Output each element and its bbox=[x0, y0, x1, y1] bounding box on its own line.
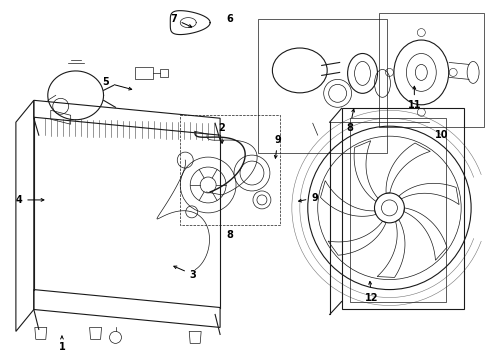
Text: 10: 10 bbox=[435, 130, 448, 140]
Text: 5: 5 bbox=[102, 77, 132, 90]
Bar bbox=[135, 67, 153, 80]
Text: 9: 9 bbox=[274, 135, 281, 158]
Text: 6: 6 bbox=[226, 14, 233, 24]
Bar bbox=[342, 108, 464, 310]
Text: 1: 1 bbox=[59, 336, 65, 352]
Text: 7: 7 bbox=[170, 14, 192, 27]
Text: 9: 9 bbox=[298, 193, 318, 203]
Text: 2: 2 bbox=[219, 123, 225, 143]
Bar bbox=[258, 19, 388, 153]
Text: 8: 8 bbox=[346, 109, 355, 133]
Text: 4: 4 bbox=[16, 195, 44, 205]
Text: 8: 8 bbox=[226, 230, 234, 240]
Bar bbox=[160, 69, 168, 77]
Bar bbox=[180, 115, 280, 225]
Text: 3: 3 bbox=[174, 266, 196, 280]
Text: 11: 11 bbox=[408, 86, 421, 110]
Bar bbox=[379, 13, 484, 127]
Bar bbox=[349, 118, 446, 302]
Text: 12: 12 bbox=[365, 282, 378, 302]
